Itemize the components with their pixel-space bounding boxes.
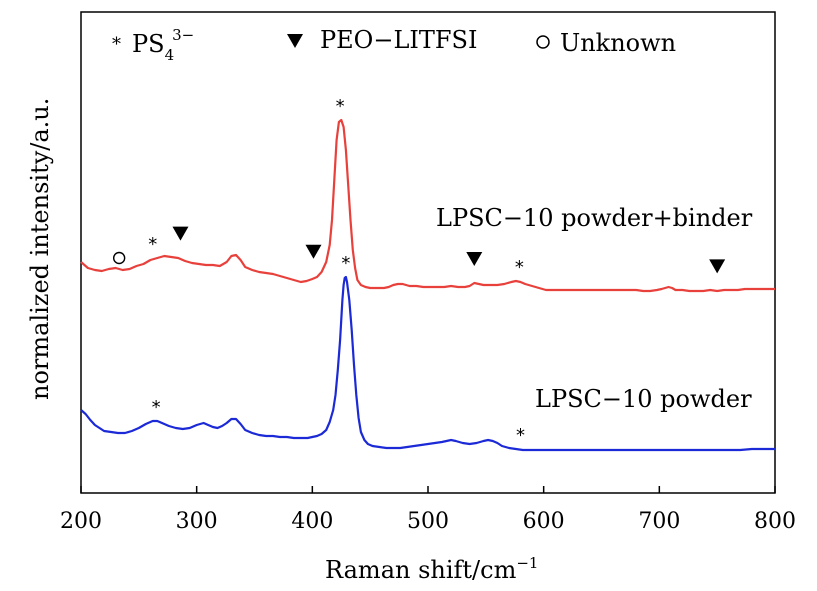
marker-asterisk-1: *: [148, 234, 157, 255]
x-axis-title-sup: −1: [516, 554, 538, 572]
x-tick-label-300: 300: [176, 509, 218, 534]
legend-label-peo: PEO−LITFSI: [320, 26, 477, 54]
x-axis-title-text: Raman shift/cm: [325, 556, 517, 584]
x-tick-label-500: 500: [407, 509, 449, 534]
plot-border: [80, 11, 776, 494]
plot-frame: [80, 11, 776, 494]
x-axis-ticks: 200 300 400 500 600 700 800: [60, 486, 796, 534]
marker-asterisk-4: *: [336, 96, 345, 117]
x-tick-label-400: 400: [291, 509, 333, 534]
marker-asterisk-9: *: [341, 253, 350, 274]
legend-label-unknown: Unknown: [560, 29, 676, 57]
marker-asterisk-8: *: [152, 397, 161, 418]
x-tick-label-600: 600: [523, 509, 565, 534]
x-tick-label-200: 200: [60, 509, 102, 534]
marker-circle-0: [112, 251, 126, 265]
marker-triangle-2: [172, 226, 189, 241]
series-layer: [80, 118, 775, 452]
series-line-0: [80, 118, 775, 293]
legend-label-ps4: PS4 3−: [132, 26, 194, 64]
legend-symbol-circle: [536, 35, 550, 49]
series-label-powder: LPSC−10 powder: [535, 385, 752, 413]
series-label-binder: LPSC−10 powder+binder: [436, 204, 753, 232]
marker-asterisk-10: *: [516, 425, 525, 446]
marker-triangle-7: [709, 259, 726, 274]
marker-triangle-5: [466, 252, 483, 266]
series-line-1: [80, 275, 775, 452]
peak-markers: * * * * * *: [112, 96, 726, 446]
x-tick-label-700: 700: [638, 509, 680, 534]
y-axis-title: normalized intensity/a.u.: [26, 98, 54, 400]
marker-asterisk-6: *: [515, 257, 524, 278]
legend-ps-sub: 4: [165, 46, 175, 64]
marker-triangle-3: [305, 244, 322, 259]
legend-symbol-asterisk: *: [112, 34, 121, 55]
legend-ps-sup: 3−: [172, 26, 194, 44]
x-axis-title: Raman shift/cm−1: [325, 554, 538, 584]
legend-ps-text: PS: [132, 30, 165, 58]
legend-symbol-triangle: [287, 34, 303, 48]
legend: * PS4 3− PEO−LITFSI Unknown: [112, 26, 676, 64]
x-tick-label-800: 800: [754, 509, 796, 534]
